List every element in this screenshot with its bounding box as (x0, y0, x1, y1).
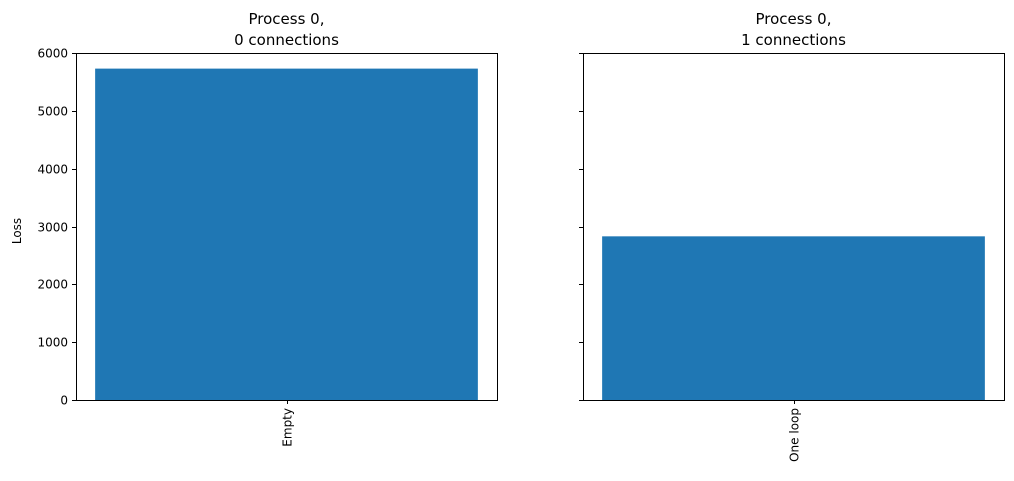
y-tick-label: 2000 (37, 278, 68, 292)
x-tick-label: Empty (281, 408, 295, 447)
y-axis-label: Loss (10, 218, 24, 244)
bar-empty (95, 68, 478, 401)
x-axis: One loop (788, 400, 802, 462)
subplot-right: Process 0, 1 connections One loop (579, 10, 1005, 462)
bar-group (95, 68, 478, 401)
bar-group (602, 236, 985, 400)
plot-frame (583, 53, 1005, 401)
plot-frame (76, 53, 498, 401)
subplot-title-line-2: 1 connections (741, 31, 846, 49)
y-tick-label: 0 (60, 394, 68, 408)
y-tick-label: 5000 (37, 105, 68, 119)
x-tick-label: One loop (788, 408, 802, 462)
y-axis: 0 1000 2000 3000 4000 5000 6000 (37, 47, 76, 408)
y-tick-label: 1000 (37, 336, 68, 350)
y-tick-label: 4000 (37, 163, 68, 177)
subplot-title-line-1: Process 0, (249, 10, 325, 28)
subplot-left: Process 0, 0 connections Loss 0 1000 2000 3… (10, 10, 498, 447)
y-axis (579, 53, 583, 401)
bar-one-loop (602, 236, 985, 400)
subplot-title-line-2: 0 connections (234, 31, 339, 49)
x-axis: Empty (281, 400, 295, 447)
subplot-title-line-1: Process 0, (756, 10, 832, 28)
y-tick-label: 6000 (37, 47, 68, 61)
y-tick-label: 3000 (37, 221, 68, 235)
